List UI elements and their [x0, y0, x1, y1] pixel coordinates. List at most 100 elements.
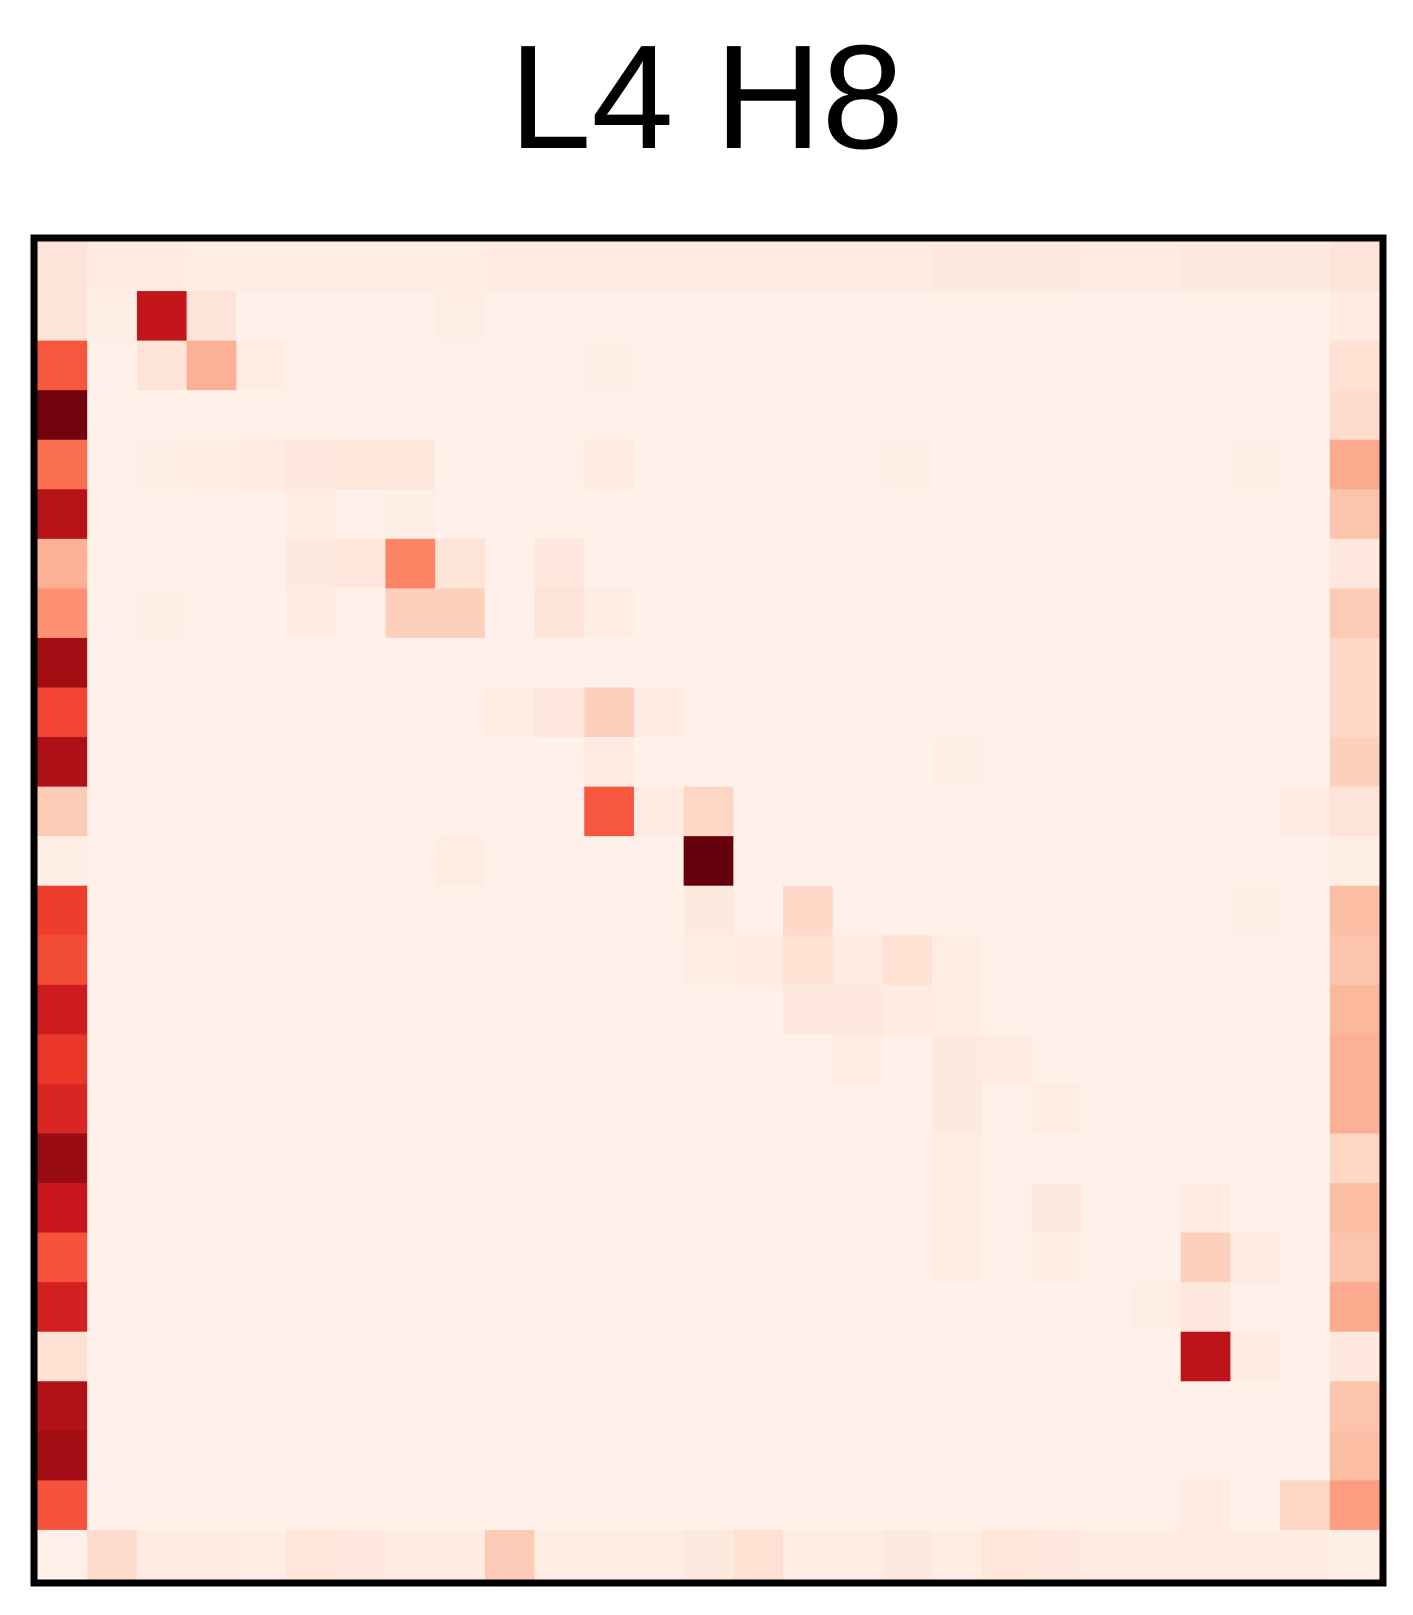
heatmap-cell	[1180, 637, 1231, 689]
heatmap-cell	[882, 439, 933, 490]
heatmap-cell	[186, 885, 237, 936]
heatmap-cell	[584, 637, 635, 689]
heatmap-cell	[1280, 1430, 1331, 1481]
plot-frame	[30, 234, 1387, 1587]
heatmap-cell	[186, 1133, 237, 1184]
heatmap-cell	[87, 340, 138, 391]
heatmap-cell	[286, 786, 337, 837]
heatmap-cell	[534, 1282, 585, 1333]
heatmap-cell	[683, 1381, 734, 1432]
heatmap-cell	[783, 737, 834, 788]
heatmap-cell	[1280, 1133, 1331, 1184]
heatmap-cell	[37, 390, 88, 441]
heatmap-cell	[186, 538, 237, 589]
heatmap-cell	[87, 935, 138, 986]
heatmap-cell	[1031, 1430, 1082, 1481]
heatmap-cell	[783, 786, 834, 837]
heatmap-cell	[832, 390, 884, 441]
heatmap-cell	[832, 1331, 884, 1382]
heatmap-cell	[87, 390, 138, 441]
heatmap-cell	[633, 1529, 685, 1581]
heatmap-cell	[1031, 637, 1082, 689]
heatmap-cell	[1230, 1529, 1281, 1581]
heatmap-cell	[1230, 1232, 1281, 1283]
heatmap-cell	[87, 1183, 138, 1234]
heatmap-cell	[584, 1430, 635, 1481]
heatmap-cell	[633, 1034, 685, 1085]
heatmap-cell	[1180, 935, 1231, 986]
heatmap-cell	[733, 1480, 784, 1531]
heatmap-cell	[832, 637, 884, 689]
heatmap-cell	[783, 984, 834, 1035]
heatmap-cell	[981, 1034, 1033, 1085]
heatmap-cell	[1130, 836, 1182, 887]
heatmap-cell	[1329, 1034, 1381, 1085]
heatmap-cell	[832, 885, 884, 936]
heatmap-cell	[236, 935, 287, 986]
heatmap-cell	[236, 1034, 287, 1085]
heatmap-cell	[783, 538, 834, 589]
heatmap-cell	[1130, 538, 1182, 589]
heatmap-cell	[932, 1133, 983, 1184]
heatmap-cell	[385, 390, 436, 441]
heatmap-cell	[435, 588, 486, 639]
heatmap-cell	[186, 390, 237, 441]
heatmap-cell	[584, 241, 635, 292]
heatmap-cell	[236, 241, 287, 292]
heatmap-cell	[1031, 1381, 1082, 1432]
heatmap-cell	[1081, 1381, 1132, 1432]
heatmap-cell	[286, 1232, 337, 1283]
heatmap-cell	[1130, 439, 1182, 490]
heatmap-cell	[484, 737, 536, 788]
heatmap-cell	[484, 1480, 536, 1531]
heatmap-cell	[882, 390, 933, 441]
heatmap-cell	[335, 588, 387, 639]
heatmap-cell	[335, 1133, 387, 1184]
heatmap-cell	[87, 439, 138, 490]
heatmap-cell	[87, 489, 138, 540]
heatmap-cell	[733, 1133, 784, 1184]
heatmap-cell	[236, 291, 287, 342]
heatmap-cell	[981, 538, 1033, 589]
heatmap-cell	[186, 1083, 237, 1135]
heatmap-cell	[385, 737, 436, 788]
heatmap-cell	[534, 1232, 585, 1283]
heatmap-cell	[236, 439, 287, 490]
heatmap-cell	[1130, 1381, 1182, 1432]
heatmap-cell	[584, 1480, 635, 1531]
heatmap-cell	[435, 390, 486, 441]
heatmap-cell	[932, 885, 983, 936]
heatmap-cell	[783, 390, 834, 441]
heatmap-cell	[832, 836, 884, 887]
heatmap-cell	[981, 390, 1033, 441]
heatmap-cell	[236, 786, 287, 837]
heatmap-cell	[1329, 538, 1381, 589]
heatmap-cell	[435, 1331, 486, 1382]
heatmap-cell	[335, 1430, 387, 1481]
heatmap-cell	[584, 340, 635, 391]
heatmap-cell	[633, 737, 685, 788]
heatmap-cell	[733, 1034, 784, 1085]
heatmap-cell	[385, 1183, 436, 1234]
heatmap-cell	[1031, 439, 1082, 490]
heatmap-cell	[534, 737, 585, 788]
heatmap-cell	[633, 1133, 685, 1184]
heatmap-cell	[783, 836, 834, 887]
heatmap-cell	[136, 984, 188, 1035]
heatmap-cell	[37, 885, 88, 936]
heatmap-cell	[136, 340, 188, 391]
heatmap-cell	[286, 1034, 337, 1085]
heatmap-cell	[981, 637, 1033, 689]
heatmap-cell	[1130, 637, 1182, 689]
heatmap-cell	[981, 935, 1033, 986]
heatmap-cell	[981, 1282, 1033, 1333]
heatmap-cell	[87, 1133, 138, 1184]
heatmap-cell	[882, 1430, 933, 1481]
heatmap-cell	[335, 1034, 387, 1085]
heatmap-cell	[1130, 1331, 1182, 1382]
heatmap-cell	[932, 588, 983, 639]
heatmap-cell	[783, 340, 834, 391]
heatmap-cell	[1031, 241, 1082, 292]
heatmap-cell	[981, 1381, 1033, 1432]
